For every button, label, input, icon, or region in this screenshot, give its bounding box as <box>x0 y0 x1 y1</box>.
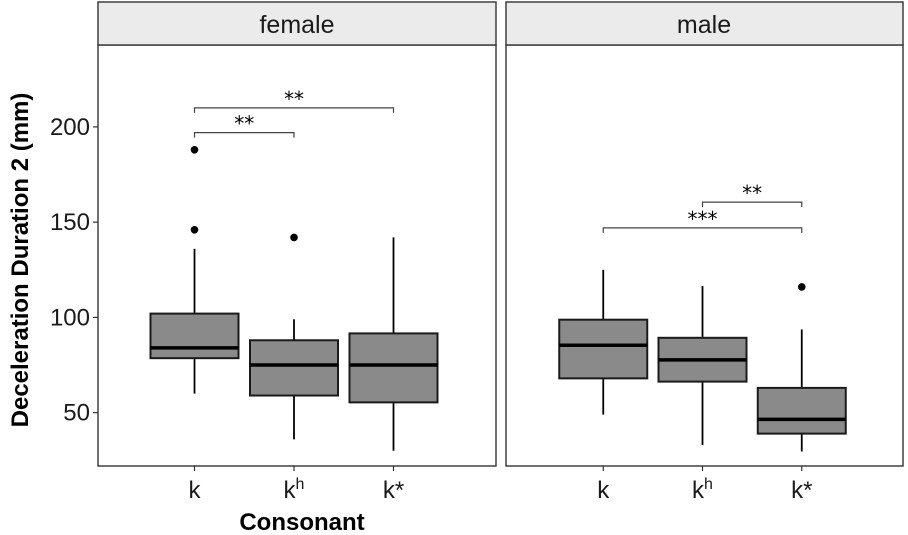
box-male-0 <box>558 318 649 380</box>
outlier-point <box>290 233 298 242</box>
facet-female-marks: ** ** <box>149 87 439 451</box>
box-male-2 <box>756 386 847 435</box>
significance-label: ** <box>284 87 304 111</box>
y-tick-label: 150 <box>50 209 90 236</box>
outlier-point <box>190 145 199 154</box>
x-tick-label: k* <box>791 477 812 504</box>
significance-bracket <box>193 132 295 138</box>
strip-label-female: female <box>259 11 334 39</box>
strip-label-male: male <box>677 11 731 39</box>
facet-male-marks: ***** <box>558 181 847 452</box>
strip-male <box>505 1 904 46</box>
y-tick-label: 100 <box>50 304 90 331</box>
outlier-point <box>797 283 806 291</box>
y-tick-label: 200 <box>50 114 90 141</box>
x-tick-label: k <box>597 477 610 504</box>
y-axis-title: Deceleration Duration 2 (mm) <box>7 93 34 428</box>
significance-bracket <box>701 201 803 208</box>
significance-label: ** <box>742 181 762 205</box>
x-tick-label: k <box>189 477 202 504</box>
strip-female <box>97 1 497 46</box>
x-tick-label: kh <box>284 476 305 504</box>
box-female-1 <box>249 339 339 397</box>
x-axis-title: Consonant <box>239 509 364 535</box>
significance-bracket <box>602 227 803 233</box>
x-tick-label: k* <box>383 477 404 504</box>
facet-male: male ***** <box>505 1 904 467</box>
significance-bracket <box>193 107 395 113</box>
y-axis: 50 100 150 200 <box>50 114 98 427</box>
x-axis: k kh k* k kh k* <box>189 466 812 504</box>
x-tick-label: kh <box>692 476 713 504</box>
y-tick-label: 50 <box>63 400 90 427</box>
box-female-2 <box>348 332 439 404</box>
outlier-point <box>190 225 199 234</box>
significance-label: *** <box>688 207 718 231</box>
facet-female: female ** ** <box>97 1 497 467</box>
significance-label: ** <box>234 112 254 136</box>
box-female-0 <box>149 312 240 360</box>
